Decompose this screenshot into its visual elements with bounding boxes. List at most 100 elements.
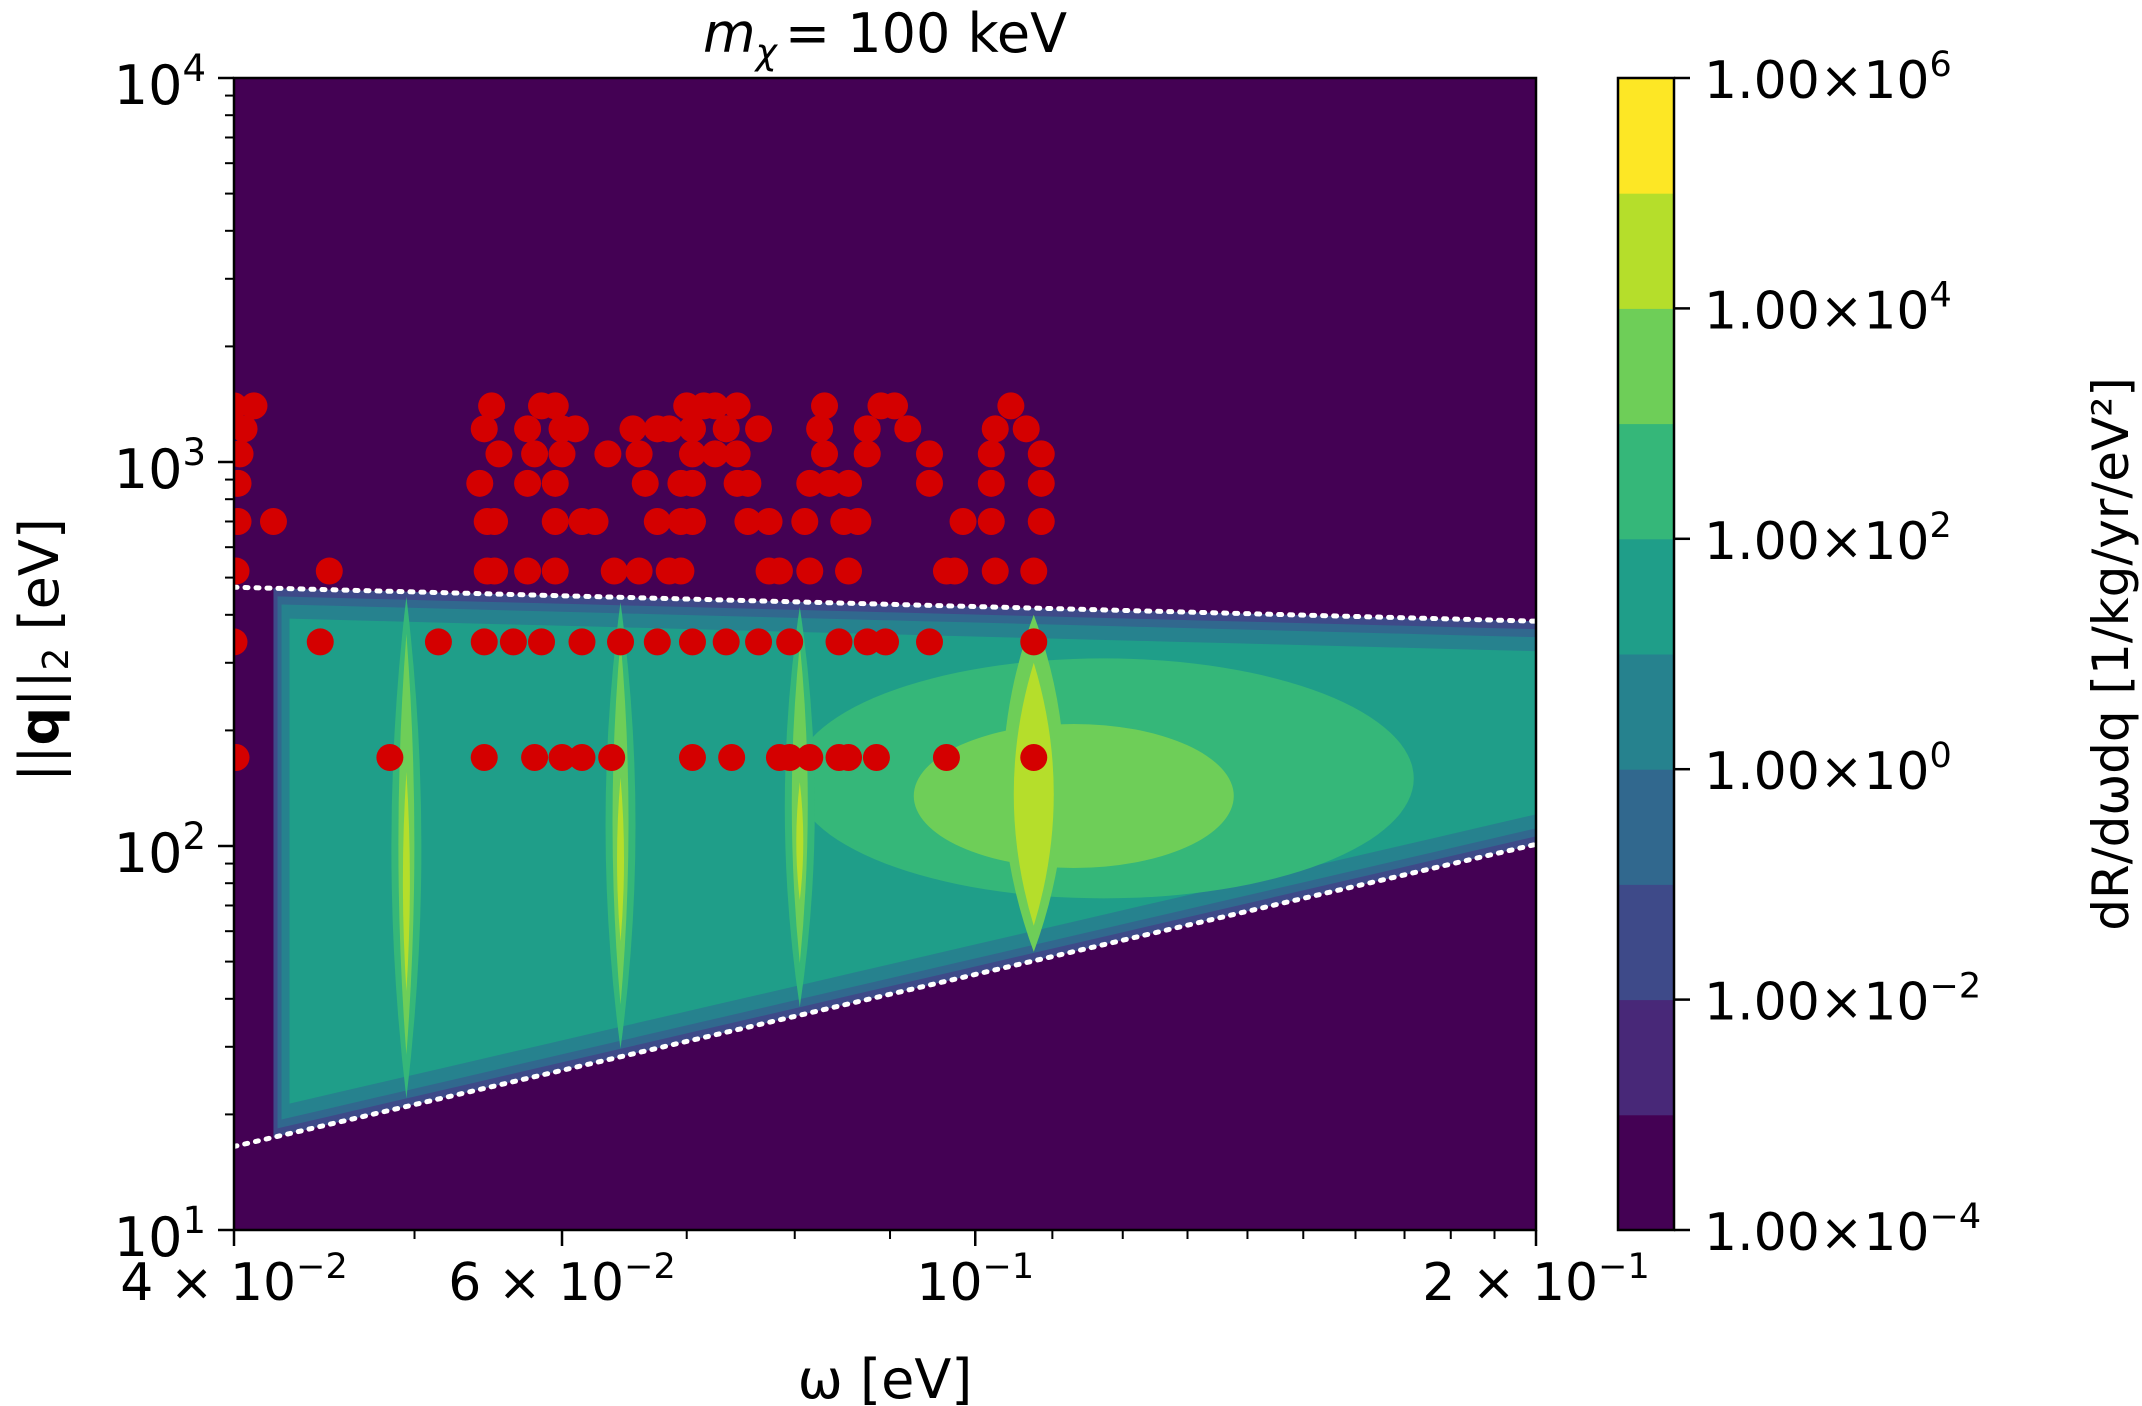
data-point: [631, 469, 659, 497]
data-point: [481, 557, 509, 585]
data-point: [806, 415, 834, 443]
data-point: [234, 415, 258, 443]
data-point: [678, 744, 706, 772]
data-point: [701, 440, 729, 468]
data-point: [811, 440, 839, 468]
data-point: [561, 415, 589, 443]
colorbar-tick-label: 1.00×10−2: [1704, 967, 1981, 1033]
data-point: [485, 440, 513, 468]
data-point: [796, 557, 824, 585]
data-point: [835, 557, 863, 585]
data-point: [1027, 469, 1055, 497]
data-point: [600, 557, 628, 585]
data-point: [981, 415, 1009, 443]
colorbar-label: dR/dωdq [1/kg/yr/eV²]: [2082, 377, 2140, 931]
x-tick-label: 2 × 10−1: [1422, 1247, 1650, 1313]
y-tick-label: 101: [114, 1199, 206, 1269]
data-point: [776, 744, 804, 772]
data-point: [844, 507, 872, 535]
data-point: [796, 469, 824, 497]
data-point: [678, 469, 706, 497]
data-point: [915, 469, 943, 497]
kinematic-boundaries: [234, 584, 1536, 1149]
data-point: [723, 392, 751, 420]
data-point: [734, 507, 762, 535]
data-point: [470, 744, 498, 772]
data-points: [234, 392, 1055, 772]
data-point: [796, 744, 824, 772]
data-point: [701, 392, 729, 420]
data-point: [607, 628, 635, 656]
data-point: [643, 628, 671, 656]
y-axis: 101 102 103 104: [114, 47, 234, 1269]
data-point: [872, 628, 900, 656]
colorbar-segment: [1618, 999, 1674, 1116]
data-point: [1020, 628, 1048, 656]
y-tick-label: 103: [114, 431, 206, 501]
data-point: [581, 507, 609, 535]
data-point: [514, 469, 542, 497]
data-point: [478, 392, 506, 420]
data-point: [894, 415, 922, 443]
data-point: [234, 744, 250, 772]
data-point: [1020, 744, 1048, 772]
data-point: [424, 628, 452, 656]
data-point: [466, 469, 494, 497]
data-point: [745, 415, 773, 443]
lower-boundary: [234, 841, 1536, 1149]
data-point: [240, 392, 268, 420]
data-point: [915, 628, 943, 656]
data-point: [949, 507, 977, 535]
data-point: [718, 744, 746, 772]
colorbar-tick-label: 1.00×102: [1704, 506, 1952, 572]
data-point: [712, 628, 740, 656]
y-tick-label: 104: [114, 47, 206, 117]
data-point: [825, 628, 853, 656]
data-point: [541, 507, 569, 535]
data-point: [755, 507, 783, 535]
data-point: [521, 440, 549, 468]
data-point: [815, 469, 843, 497]
data-point: [791, 507, 819, 535]
data-point: [548, 440, 576, 468]
data-point: [376, 744, 404, 772]
data-point: [234, 628, 248, 656]
data-point: [470, 415, 498, 443]
data-point: [598, 744, 626, 772]
data-point: [853, 440, 881, 468]
colorbar-tick-label: 1.00×10−4: [1704, 1197, 1981, 1263]
data-point: [259, 507, 287, 535]
colorbar-frame: [1616, 76, 1676, 1232]
data-point: [541, 557, 569, 585]
data-point: [977, 440, 1005, 468]
data-point: [541, 469, 569, 497]
data-point: [315, 557, 343, 585]
colorbar-segment: [1618, 423, 1674, 540]
data-point: [977, 507, 1005, 535]
data-point: [915, 440, 943, 468]
data-point: [1012, 415, 1040, 443]
data-point: [1027, 440, 1055, 468]
colorbar-segment: [1618, 538, 1674, 655]
y-axis-label: ||q||2 [eV]: [8, 518, 77, 782]
colorbar-segment: [1618, 193, 1674, 309]
colorbar-segment: [1618, 884, 1674, 1001]
data-point: [734, 469, 762, 497]
data-point: [678, 440, 706, 468]
data-point: [234, 507, 252, 535]
data-point: [997, 392, 1025, 420]
data-point: [514, 557, 542, 585]
data-point: [655, 415, 683, 443]
data-point: [234, 440, 254, 468]
data-point: [932, 744, 960, 772]
contour-band: [1013, 662, 1054, 926]
data-point: [1027, 507, 1055, 535]
data-point: [594, 440, 622, 468]
data-point: [514, 415, 542, 443]
data-point: [548, 744, 576, 772]
x-axis: 4 × 10−2 6 × 10−2 10−1 2 × 10−1: [120, 1230, 1650, 1313]
data-point: [765, 557, 793, 585]
data-point: [723, 440, 751, 468]
colorbar-tick-label: 1.00×100: [1704, 736, 1952, 802]
data-point: [981, 557, 1009, 585]
